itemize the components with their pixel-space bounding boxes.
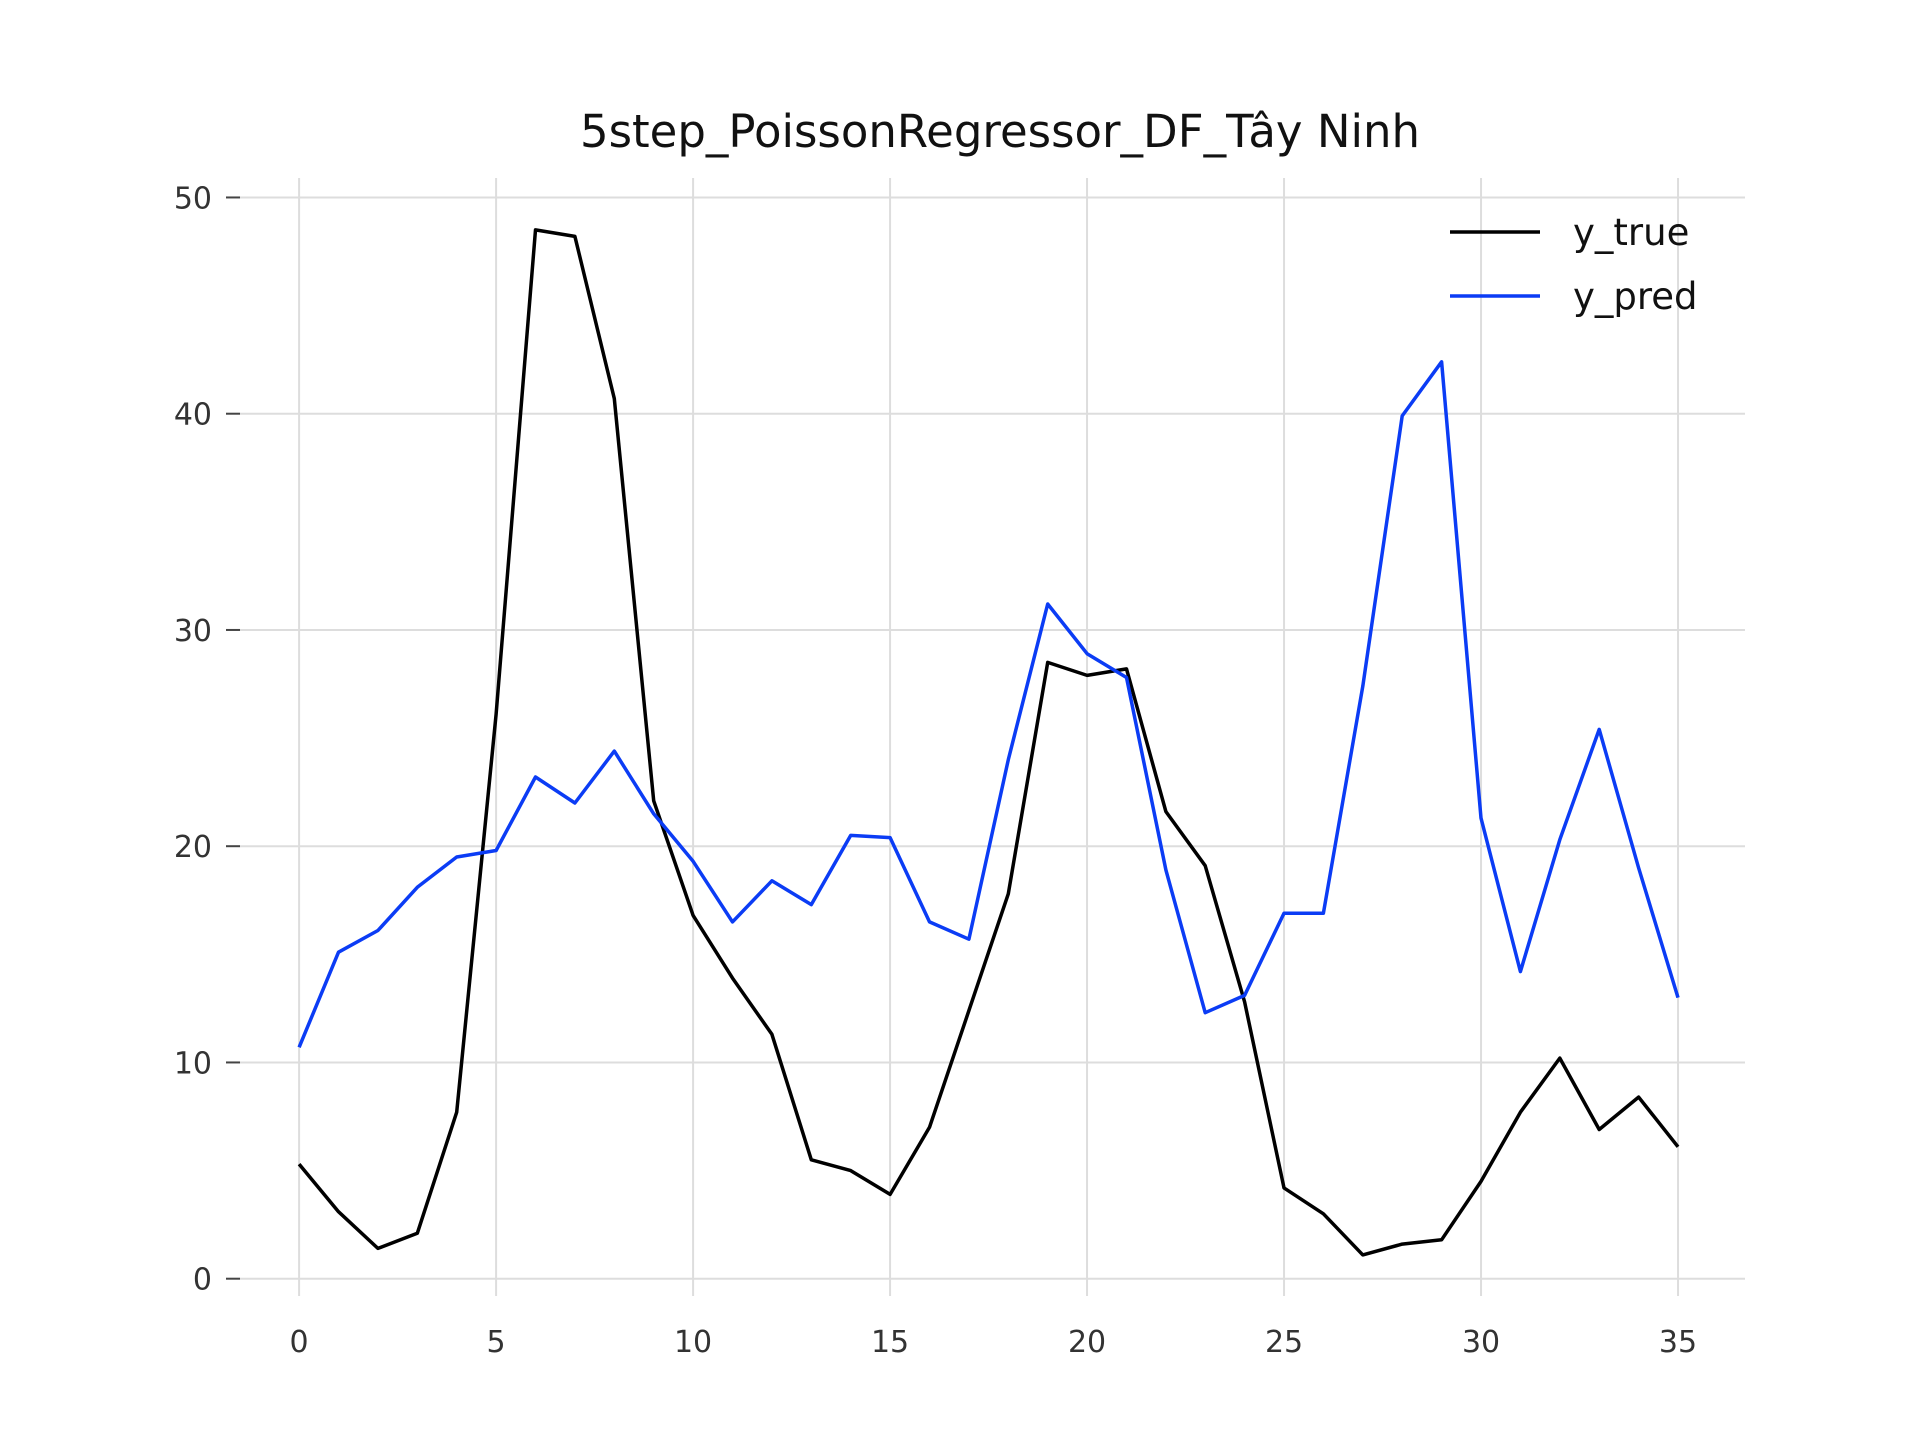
y-tick-label: 50 <box>174 181 212 216</box>
x-tick-label: 20 <box>1068 1325 1106 1360</box>
x-tick-label: 35 <box>1659 1325 1697 1360</box>
x-tick-label: 25 <box>1265 1325 1303 1360</box>
x-tick-label: 0 <box>290 1325 309 1360</box>
y-tick-label: 30 <box>174 614 212 649</box>
axes-layer: 0 5 10 15 20 25 30 35 0 10 20 30 40 50 <box>174 181 1697 1360</box>
legend-label-y_true: y_true <box>1573 211 1689 254</box>
series-layer <box>297 228 1680 1257</box>
y-tick-label: 40 <box>174 398 212 433</box>
legend: y_true y_pred <box>1450 211 1698 318</box>
x-tick-label: 10 <box>674 1325 712 1360</box>
x-tick-label: 30 <box>1462 1325 1500 1360</box>
x-tick-label: 15 <box>871 1325 909 1360</box>
legend-label-y_pred: y_pred <box>1573 275 1698 318</box>
y-tick-label: 10 <box>174 1046 212 1081</box>
y-tick-label: 20 <box>174 830 212 865</box>
chart-title: 5step_PoissonRegressor_DF_Tây Ninh <box>580 105 1420 158</box>
series-line-y_pred <box>297 360 1680 1048</box>
x-tick-label: 5 <box>487 1325 506 1360</box>
y-tick-label: 0 <box>193 1263 212 1298</box>
grid-layer <box>240 178 1745 1296</box>
series-line-y_true <box>297 228 1680 1257</box>
